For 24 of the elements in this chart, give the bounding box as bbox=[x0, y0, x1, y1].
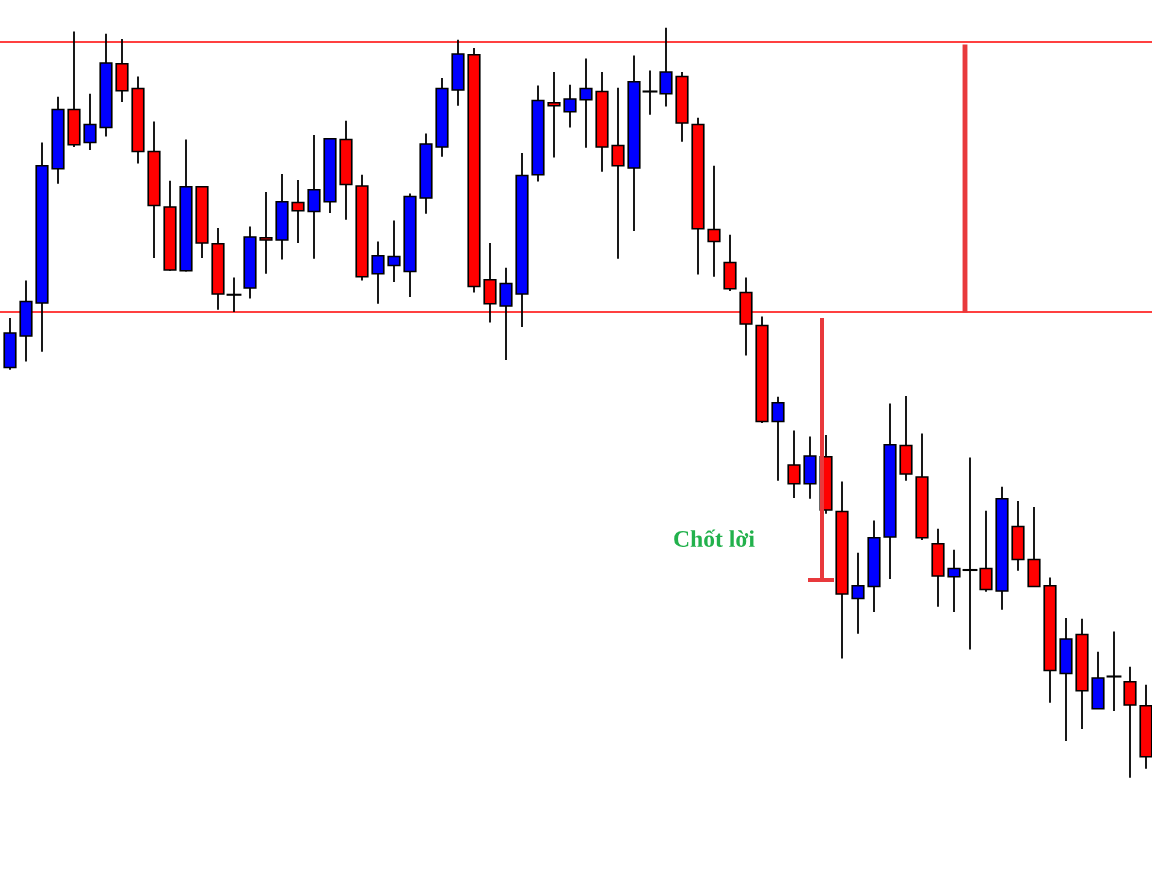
candlestick bbox=[226, 276, 242, 313]
candlestick bbox=[962, 456, 978, 651]
candlestick bbox=[371, 240, 385, 305]
candlestick bbox=[579, 57, 593, 149]
candlestick bbox=[947, 548, 961, 613]
candlestick bbox=[611, 86, 625, 260]
candlestick bbox=[771, 395, 785, 482]
candlestick bbox=[83, 92, 97, 151]
candlestick bbox=[1123, 665, 1137, 779]
candlestick bbox=[499, 266, 513, 361]
candlestick bbox=[659, 26, 673, 108]
candlestick bbox=[563, 83, 577, 129]
candlestick bbox=[387, 219, 401, 283]
candlestick bbox=[787, 429, 801, 499]
annotation: Chốt lời bbox=[674, 529, 755, 547]
candlestick bbox=[291, 179, 305, 244]
candlestick bbox=[851, 551, 865, 635]
candlestick bbox=[707, 164, 721, 278]
candlestick bbox=[547, 71, 561, 159]
candlestick bbox=[979, 509, 993, 593]
candlestick bbox=[1106, 630, 1122, 712]
candlestick bbox=[259, 191, 273, 275]
candlestick bbox=[307, 134, 321, 260]
candlestick bbox=[642, 69, 658, 116]
